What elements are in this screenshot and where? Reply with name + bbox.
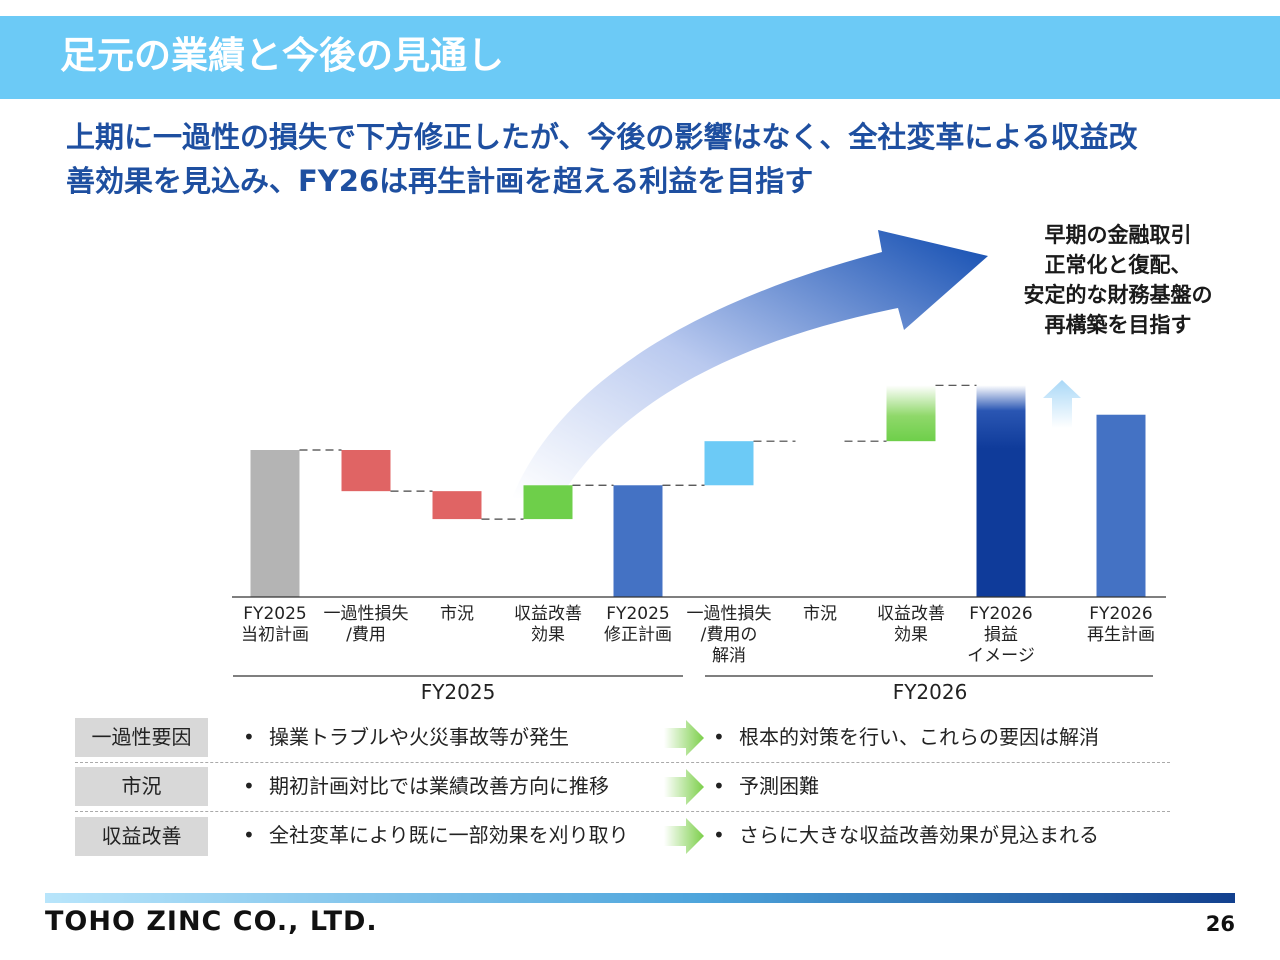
- row-left-improvement: • 全社変革により既に一部効果を刈り取り: [243, 816, 629, 855]
- bullet: •: [243, 823, 255, 847]
- category-label: 収益改善 効果: [877, 604, 945, 645]
- callout-line-1: 早期の金融取引: [1044, 223, 1192, 247]
- group-label-fy2026: FY2026: [892, 680, 968, 704]
- company-logo: TOHO ZINC CO., LTD.: [45, 906, 378, 937]
- category-label: 一過性損失 /費用の 解消: [686, 604, 772, 666]
- subtitle-line-2: 善効果を見込み、FY26は再生計画を超える利益を目指す: [66, 164, 814, 198]
- footer-bar: [45, 893, 1235, 903]
- row-head-one-off: 一過性要因: [75, 718, 208, 757]
- row-separator: [75, 811, 1170, 812]
- callout-text: 早期の金融取引 正常化と復配、 安定的な財務基盤の 再構築を目指す: [998, 220, 1238, 340]
- up-arrow-icon: [1043, 380, 1081, 428]
- row-right-text: さらに大きな収益改善効果が見込まれる: [739, 823, 1099, 847]
- row-left-text: 全社変革により既に一部効果を刈り取り: [269, 823, 629, 847]
- subtitle-line-1: 上期に一過性の損失で下方修正したが、今後の影響はなく、全社変革による収益改: [66, 120, 1138, 154]
- category-label: 一過性損失 /費用: [323, 604, 409, 645]
- row-left-market: • 期初計画対比では業績改善方向に推移: [243, 767, 609, 806]
- category-label: FY2025 当初計画: [241, 604, 309, 645]
- group-label-fy2025: FY2025: [420, 680, 496, 704]
- row-left-text: 操業トラブルや火災事故等が発生: [269, 725, 569, 749]
- bar-9: [976, 385, 1026, 597]
- callout-line-3: 安定的な財務基盤の: [1023, 283, 1213, 307]
- callout-line-2: 正常化と復配、: [1044, 253, 1192, 277]
- bar-4: [523, 485, 573, 520]
- row-right-one-off: • 根本的対策を行い、これらの要因は解消: [713, 718, 1099, 757]
- growth-arrow-icon: [512, 230, 988, 498]
- bullet: •: [713, 823, 725, 847]
- bullet: •: [713, 774, 725, 798]
- bar-1: [250, 450, 300, 597]
- bar-5: [613, 485, 663, 597]
- page-title: 足元の業績と今後の見通し: [60, 34, 504, 77]
- bar-6: [704, 441, 754, 486]
- bar-3: [432, 491, 482, 520]
- row-separator: [75, 762, 1170, 763]
- row-left-text: 期初計画対比では業績改善方向に推移: [269, 774, 609, 798]
- subtitle: 上期に一過性の損失で下方修正したが、今後の影響はなく、全社変革による収益改 善効…: [66, 115, 1266, 203]
- bar-8: [886, 385, 936, 442]
- bar-2: [341, 450, 391, 492]
- category-label: 市況: [803, 604, 837, 624]
- row-right-market: • 予測困難: [713, 767, 819, 806]
- row-head-improvement: 収益改善: [75, 817, 208, 856]
- category-label: FY2026 損益 イメージ: [967, 604, 1035, 666]
- bullet: •: [243, 774, 255, 798]
- title-band: [0, 16, 1280, 99]
- row-left-one-off: • 操業トラブルや火災事故等が発生: [243, 718, 569, 757]
- bullet: •: [243, 725, 255, 749]
- page-number: 26: [1205, 912, 1235, 936]
- callout-line-4: 再構築を目指す: [1044, 313, 1192, 337]
- category-label: FY2026 再生計画: [1087, 604, 1155, 645]
- category-label: 市況: [440, 604, 474, 624]
- row-head-market: 市況: [75, 767, 208, 806]
- row-right-text: 予測困難: [739, 774, 819, 798]
- category-label: FY2025 修正計画: [604, 604, 672, 645]
- bar-10: [1096, 414, 1146, 597]
- category-label: 収益改善 効果: [514, 604, 582, 645]
- row-right-text: 根本的対策を行い、これらの要因は解消: [739, 725, 1099, 749]
- row-right-improvement: • さらに大きな収益改善効果が見込まれる: [713, 816, 1099, 855]
- bullet: •: [713, 725, 725, 749]
